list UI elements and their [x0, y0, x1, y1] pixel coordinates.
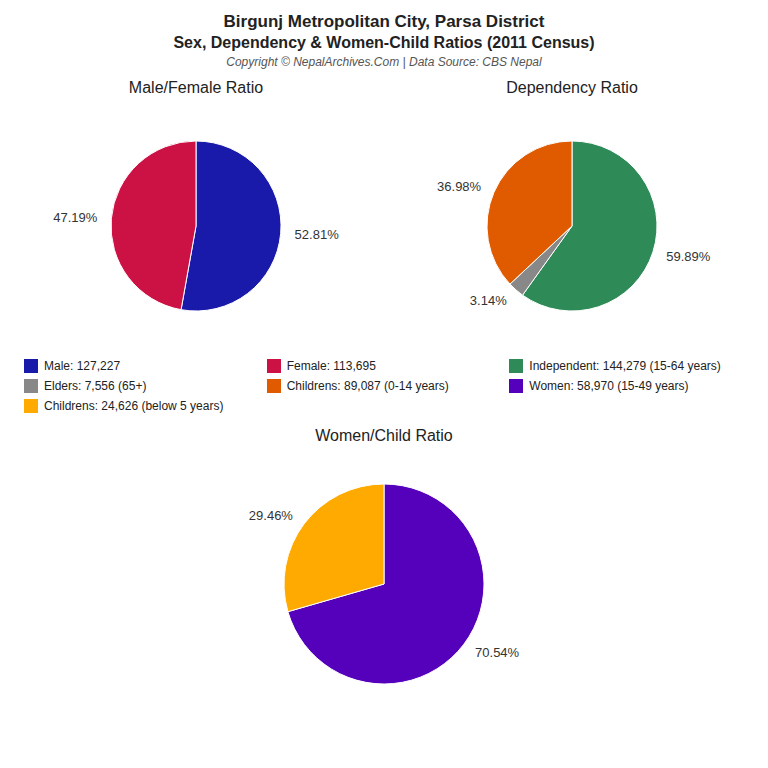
svg-text:59.89%: 59.89%	[666, 249, 711, 264]
html-text:Childrens: 24,626 (below 5 yea: Childrens: 24,626 (below 5 years)	[44, 399, 224, 413]
svg-text:70.54%: 70.54%	[475, 645, 520, 660]
html-text:Childrens: 89,087 (0-14 years): Childrens: 89,087 (0-14 years)	[286, 379, 449, 393]
html-text:Male: 127,227: Male: 127,227	[44, 359, 121, 373]
svg-text:29.46%: 29.46%	[249, 508, 294, 523]
html-text:Male/Female Ratio: Male/Female Ratio	[128, 79, 264, 96]
html-text:Female: 113,695: Female: 113,695	[286, 359, 376, 373]
svg-text:47.19%: 47.19%	[53, 210, 98, 225]
html-text:Independent: 144,279 (15-64 ye: Independent: 144,279 (15-64 years)	[529, 359, 721, 373]
html-text:Birgunj Metropolitan City, Par: Birgunj Metropolitan City, Parsa Distric…	[223, 12, 545, 31]
html-text:Sex, Dependency & Women-Child: Sex, Dependency & Women-Child Ratios (20…	[173, 34, 595, 51]
svg-text:52.81%: 52.81%	[295, 227, 340, 242]
svg-text:36.98%: 36.98%	[437, 179, 482, 194]
html-text:Dependency Ratio: Dependency Ratio	[506, 79, 638, 96]
svg-text:3.14%: 3.14%	[470, 293, 507, 308]
html-text:Women: 58,970 (15-49 years): Women: 58,970 (15-49 years)	[529, 379, 689, 393]
html-text:Elders: 7,556 (65+): Elders: 7,556 (65+)	[44, 379, 147, 393]
html-text:Copyright © NepalArchives.Com: Copyright © NepalArchives.Com | Data Sou…	[226, 55, 542, 69]
html-text:Women/Child Ratio: Women/Child Ratio	[315, 427, 453, 444]
